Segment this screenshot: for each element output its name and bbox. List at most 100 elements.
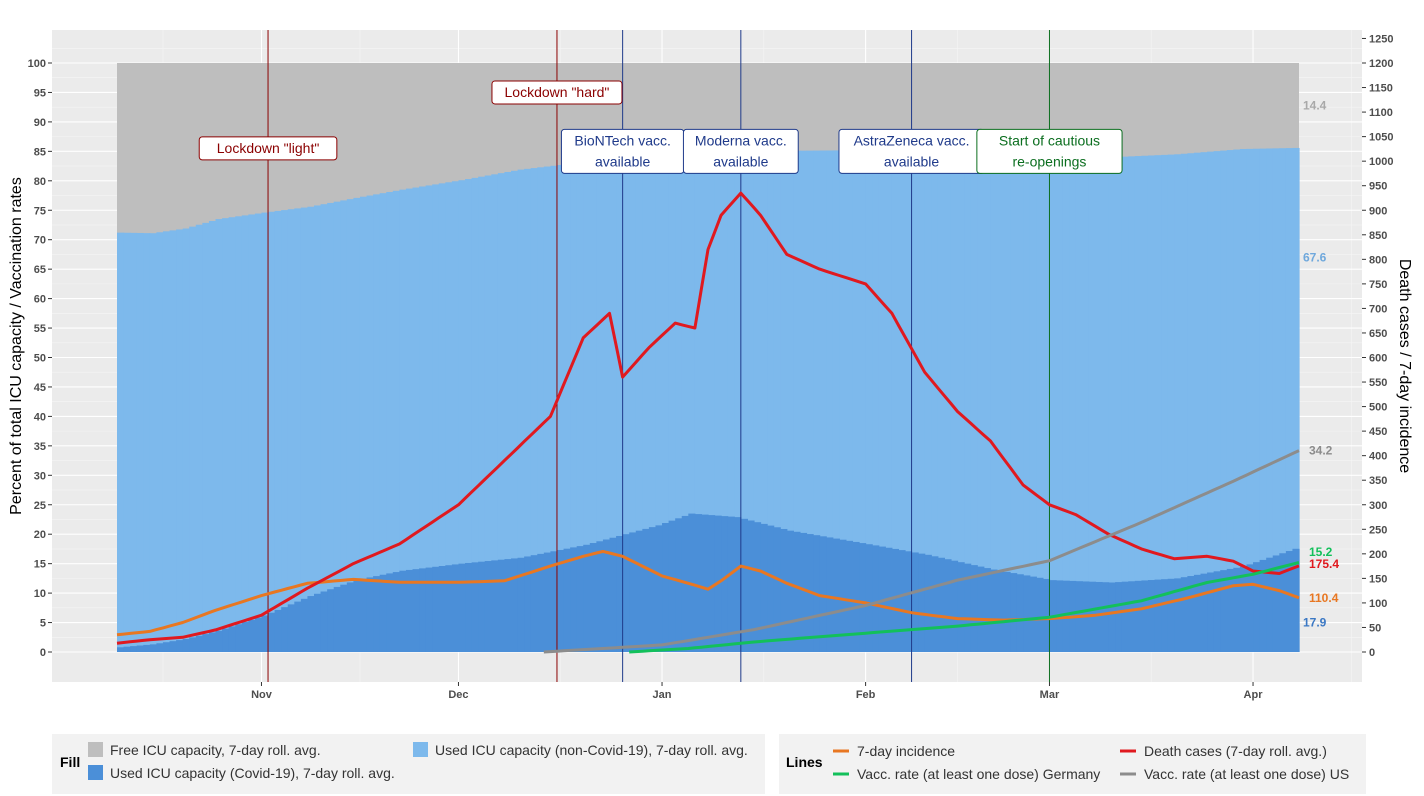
non-covid-bar [268, 211, 276, 652]
non-covid-bar [1187, 153, 1195, 652]
y-left-tick-label: 55 [34, 323, 46, 335]
covid-bar [648, 527, 657, 652]
y-left-tick-label: 95 [34, 87, 46, 99]
y-right-tick-label: 1000 [1369, 156, 1393, 168]
non-covid-bar [708, 155, 716, 652]
non-covid-bar [1167, 154, 1175, 653]
non-covid-bar [445, 182, 453, 652]
non-covid-bar [799, 150, 808, 652]
covid-bar [1029, 576, 1037, 652]
non-covid-bar [701, 155, 709, 652]
x-axis: Nov Dec Jan Feb Mar Apr [251, 682, 1263, 701]
non-covid-bar [1259, 148, 1267, 653]
non-covid-bar [386, 191, 394, 652]
non-covid-icu-area [117, 147, 1300, 653]
non-covid-bar [602, 160, 611, 653]
covid-bar [419, 568, 427, 652]
y-right-tick-label: 750 [1369, 279, 1387, 291]
non-covid-bar [1266, 148, 1274, 652]
non-covid-bar [1115, 156, 1123, 652]
non-covid-bar [1088, 158, 1097, 652]
non-covid-bar [596, 161, 604, 652]
y-right-tick-label: 1050 [1369, 132, 1393, 144]
covid-bar [727, 516, 735, 652]
covid-bar [530, 555, 538, 652]
non-covid-bar [169, 230, 177, 652]
non-covid-bar [405, 188, 414, 652]
death-cases-7-day-roll-avg-line [116, 191, 1300, 645]
non-covid-bar [1213, 151, 1221, 653]
non-covid-bar [865, 150, 873, 652]
y-right-tick-label: 300 [1369, 500, 1387, 512]
non-covid-bar [753, 152, 762, 652]
y-left-tick-label: 40 [34, 411, 46, 423]
covid-bar [425, 567, 433, 652]
covid-bar [254, 617, 263, 652]
non-covid-bar [872, 150, 880, 652]
non-covid-bar [1292, 147, 1300, 652]
covid-bar [143, 644, 151, 652]
covid-bar [996, 570, 1005, 652]
line-end-label: 175.4 [1309, 557, 1339, 571]
non-covid-bar [1154, 155, 1162, 652]
non-covid-bar [504, 171, 512, 652]
non-covid-bar [143, 233, 151, 652]
non-covid-bar [314, 205, 322, 652]
x-tick-label: Jan [653, 689, 672, 701]
non-covid-bar [662, 158, 670, 652]
non-covid-bar [465, 179, 473, 652]
covid-bar [268, 612, 276, 652]
covid-bar [392, 572, 400, 652]
fill-legend-title: Fill [60, 754, 80, 770]
line-end-label: 15.2 [1309, 545, 1333, 559]
non-covid-bar [346, 199, 354, 653]
covid-bar [241, 622, 249, 652]
covid-bar [333, 586, 341, 652]
non-covid-bar [156, 232, 164, 652]
covid-bar [162, 642, 171, 652]
covid-bar [865, 544, 873, 652]
y-left-axis-title: Percent of total ICU capacity / Vaccinat… [8, 177, 25, 515]
non-covid-bar [392, 190, 400, 653]
non-covid-bar [333, 201, 341, 653]
non-covid-bar [885, 150, 893, 652]
non-covid-bar [189, 226, 197, 652]
covid-bar [478, 561, 486, 652]
covid-bar [891, 548, 900, 652]
non-covid-bar [760, 152, 768, 652]
covid-bar [169, 641, 177, 652]
non-covid-bar [983, 157, 991, 653]
covid-bar [826, 537, 834, 652]
covid-bar [287, 604, 295, 652]
non-covid-bar [294, 208, 302, 652]
covid-bar [1036, 577, 1044, 652]
covid-bar [793, 531, 801, 652]
non-covid-bar [1108, 157, 1116, 653]
non-covid-bar [530, 168, 538, 652]
covid-bar [379, 574, 387, 652]
covid-bar [1161, 579, 1169, 652]
covid-bar [622, 534, 630, 652]
y-right-axis-title: Death cases / 7-day incidence [1396, 259, 1413, 473]
covid-bar [307, 596, 315, 652]
y-right-tick-label: 500 [1369, 402, 1387, 414]
annotation-label: AstraZeneca vacc. [854, 132, 970, 148]
covid-bar [484, 561, 492, 652]
covid-bar [635, 530, 643, 652]
non-covid-bar [281, 210, 289, 652]
non-covid-bar [964, 155, 972, 652]
non-covid-bar [117, 232, 125, 652]
y-left-tick-label: 20 [34, 529, 46, 541]
covid-bar [583, 544, 591, 652]
covid-bar [1095, 581, 1103, 652]
y-left-tick-label: 50 [34, 353, 46, 365]
y-left-tick-label: 25 [34, 500, 46, 512]
covid-bar [1226, 568, 1234, 652]
non-covid-bar [248, 214, 256, 652]
y-left-tick-label: 85 [34, 146, 46, 158]
non-covid-bar [793, 150, 801, 652]
covid-bar [872, 545, 880, 652]
fill-legend-key [88, 742, 103, 757]
y-right-tick-label: 1150 [1369, 83, 1393, 95]
non-covid-bar [1082, 158, 1090, 652]
